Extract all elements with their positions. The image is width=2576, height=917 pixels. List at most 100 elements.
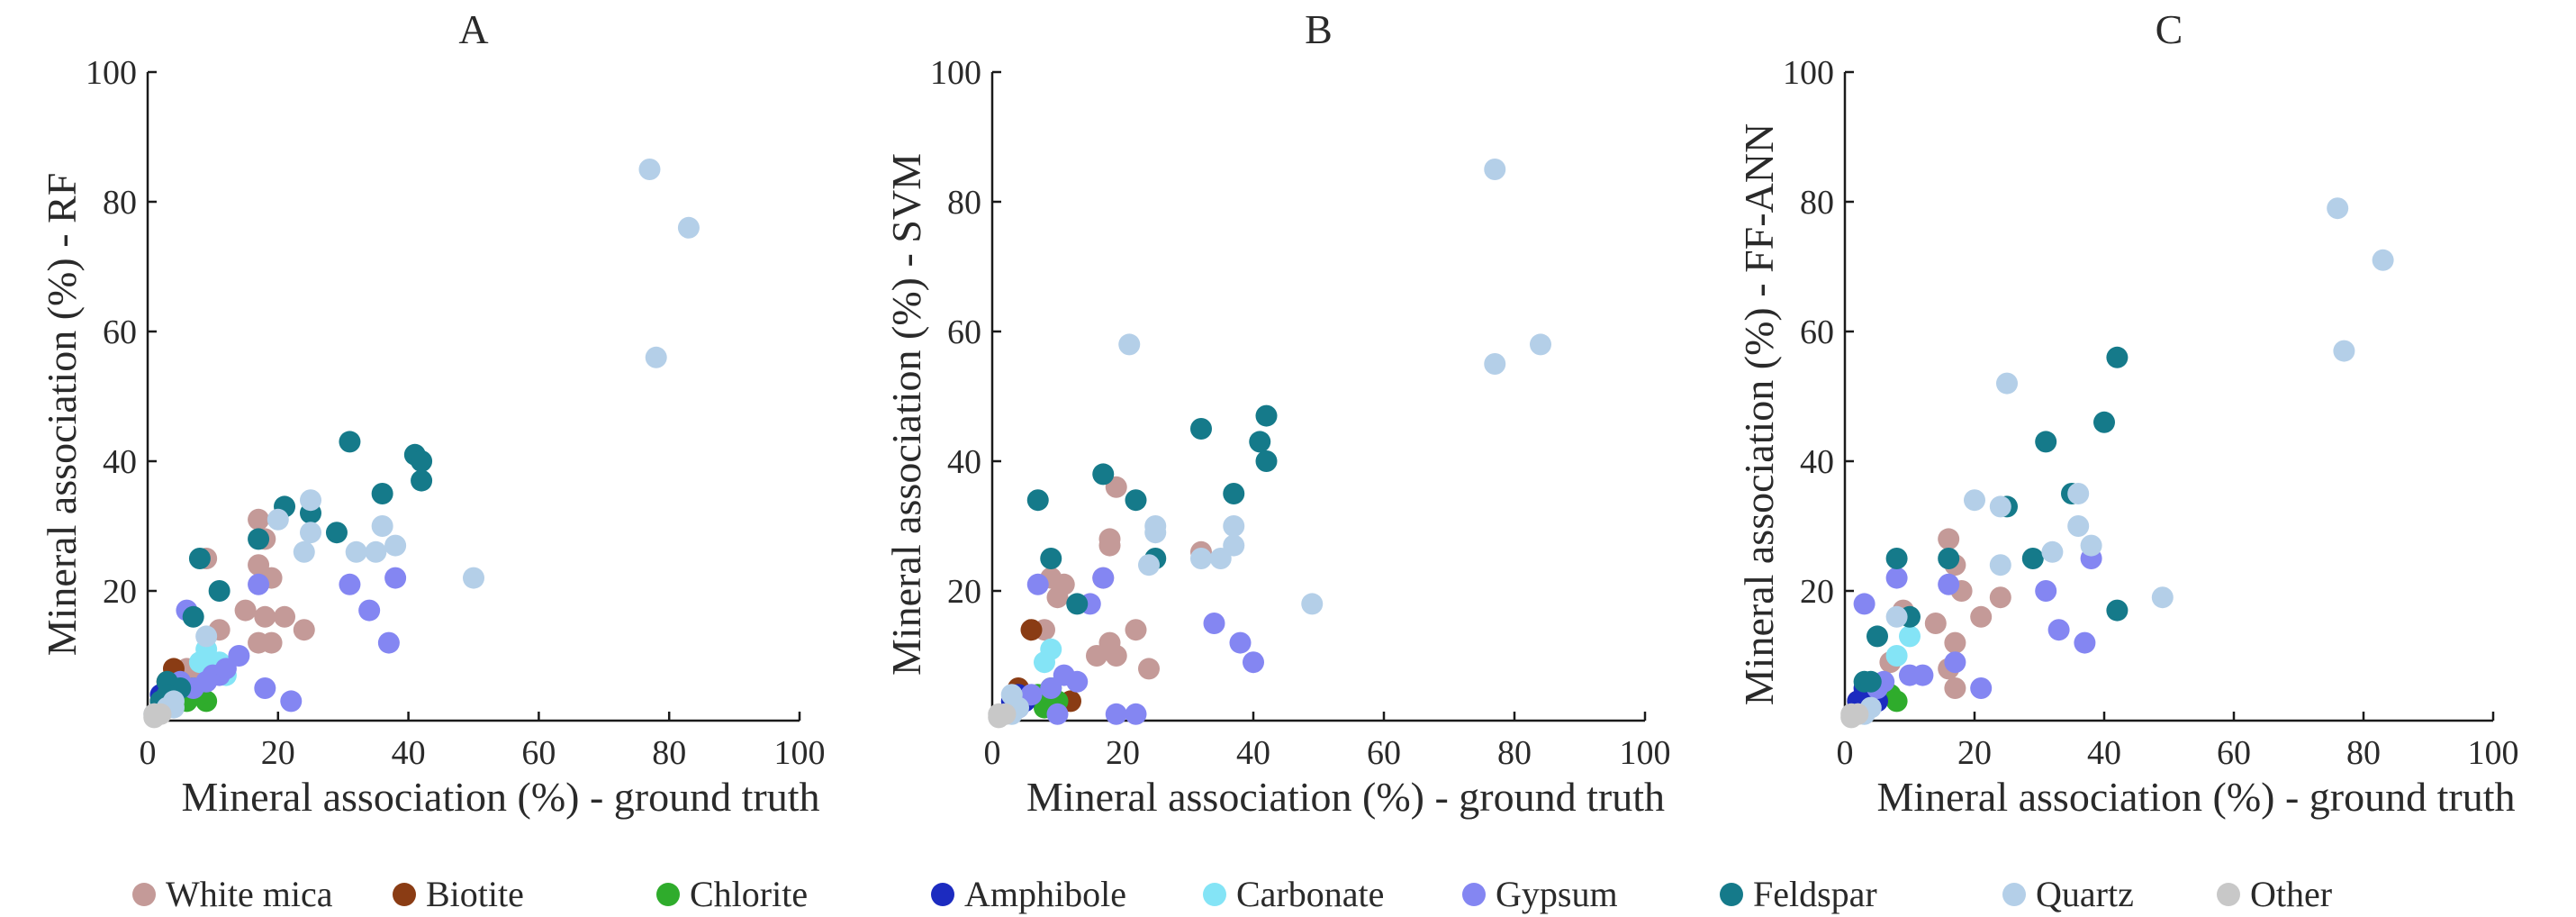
data-point — [254, 605, 276, 628]
data-point — [2106, 346, 2129, 368]
data-point — [274, 605, 296, 628]
data-point — [365, 540, 387, 563]
data-point — [182, 605, 204, 628]
x-tick-label: 60 — [1367, 734, 1401, 772]
data-point — [1138, 554, 1160, 577]
data-point — [2067, 515, 2090, 537]
data-point — [1885, 645, 1908, 667]
x-axis-label: Mineral association (%) - ground truth — [1026, 774, 1665, 820]
data-point — [1944, 651, 1966, 674]
legend-marker — [1462, 883, 1486, 906]
legend-item: Gypsum — [1462, 874, 1618, 914]
x-tick-label: 60 — [521, 734, 556, 772]
panel-a: 0 20 40 60 80 100 20 40 60 80 100 A Mineral associat… — [39, 6, 826, 820]
data-point — [1125, 489, 1147, 512]
x-tick-label: 100 — [2468, 734, 2519, 772]
data-point — [2074, 631, 2096, 654]
legend-marker — [2217, 883, 2240, 906]
data-point — [1964, 489, 1985, 512]
data-point — [1040, 677, 1062, 699]
data-point — [234, 599, 257, 622]
data-point — [1223, 515, 1245, 537]
data-point — [267, 508, 289, 531]
data-point — [1866, 625, 1888, 648]
series-gypsum — [1853, 548, 2102, 699]
data-point — [2041, 540, 2064, 563]
data-point — [1223, 483, 1245, 504]
data-point — [988, 706, 1010, 729]
x-tick-label: 100 — [1620, 734, 1671, 772]
legend-label: Amphibole — [964, 874, 1126, 914]
data-point — [1066, 593, 1089, 615]
x-tick-label: 0 — [140, 734, 157, 772]
series-gypsum — [1020, 567, 1264, 725]
legend-label: Chlorite — [690, 874, 808, 914]
y-tick-label: 100 — [930, 54, 981, 92]
legend-marker — [1203, 883, 1226, 906]
panel-c: 0 20 40 60 80 100 20 40 60 80 100 C Mineral associat… — [1736, 6, 2519, 820]
data-point — [1944, 677, 1966, 699]
y-tick-label: 20 — [103, 573, 137, 611]
data-point — [1040, 548, 1062, 569]
data-point — [1190, 548, 1212, 569]
data-point — [325, 522, 348, 544]
data-point — [1899, 625, 1921, 648]
legend-label: White mica — [166, 874, 333, 914]
data-point — [2047, 619, 2070, 641]
data-point — [2021, 548, 2044, 569]
y-tick-label: 20 — [947, 573, 981, 611]
y-axis-label: Mineral association (%) - SVM — [883, 153, 929, 676]
data-point — [2333, 340, 2355, 362]
data-point — [1086, 645, 1107, 667]
x-tick-label: 20 — [1106, 734, 1140, 772]
data-point — [1924, 613, 1947, 634]
data-point — [248, 508, 270, 531]
data-point — [371, 515, 393, 537]
x-tick-label: 80 — [652, 734, 686, 772]
series-other — [988, 703, 1017, 729]
data-point — [1203, 613, 1225, 634]
data-point — [1098, 534, 1121, 557]
data-point — [2093, 411, 2115, 433]
data-point — [1938, 573, 1960, 595]
legend-marker — [1720, 883, 1743, 906]
data-point — [1034, 651, 1055, 674]
data-point — [214, 658, 237, 680]
series-other — [1840, 703, 1869, 729]
legend-label: Feldspar — [1753, 874, 1877, 914]
x-tick-label: 20 — [1957, 734, 1992, 772]
data-point — [1249, 431, 1271, 453]
legend-label: Quartz — [2036, 874, 2134, 914]
x-tick-label: 40 — [2087, 734, 2121, 772]
data-point — [1105, 703, 1127, 725]
data-point — [1144, 522, 1167, 544]
data-point — [2106, 599, 2129, 622]
legend-label: Gypsum — [1496, 874, 1618, 914]
y-tick-label: 20 — [1800, 573, 1834, 611]
data-point — [260, 631, 283, 654]
y-tick-label: 100 — [86, 54, 137, 92]
legend-marker — [931, 883, 954, 906]
data-point — [1989, 495, 2011, 518]
y-tick-label: 80 — [947, 184, 981, 222]
data-point — [638, 159, 661, 180]
data-point — [1970, 605, 1993, 628]
series-quartz — [994, 159, 1551, 725]
legend-label: Biotite — [426, 874, 524, 914]
y-tick-label: 60 — [1800, 313, 1834, 351]
series-feldspar — [1853, 346, 2129, 693]
panel-title: B — [1305, 6, 1333, 52]
data-point — [1885, 548, 1908, 569]
data-point — [1229, 631, 1252, 654]
data-point — [384, 534, 407, 557]
series-quartz — [1847, 197, 2394, 725]
data-point — [1840, 706, 1863, 729]
legend-item: Chlorite — [656, 874, 808, 914]
data-point — [1190, 418, 1212, 440]
x-tick-label: 0 — [1837, 734, 1854, 772]
data-point — [293, 619, 315, 641]
data-point — [254, 677, 276, 699]
series-quartz — [143, 159, 700, 725]
data-point — [1092, 463, 1115, 486]
